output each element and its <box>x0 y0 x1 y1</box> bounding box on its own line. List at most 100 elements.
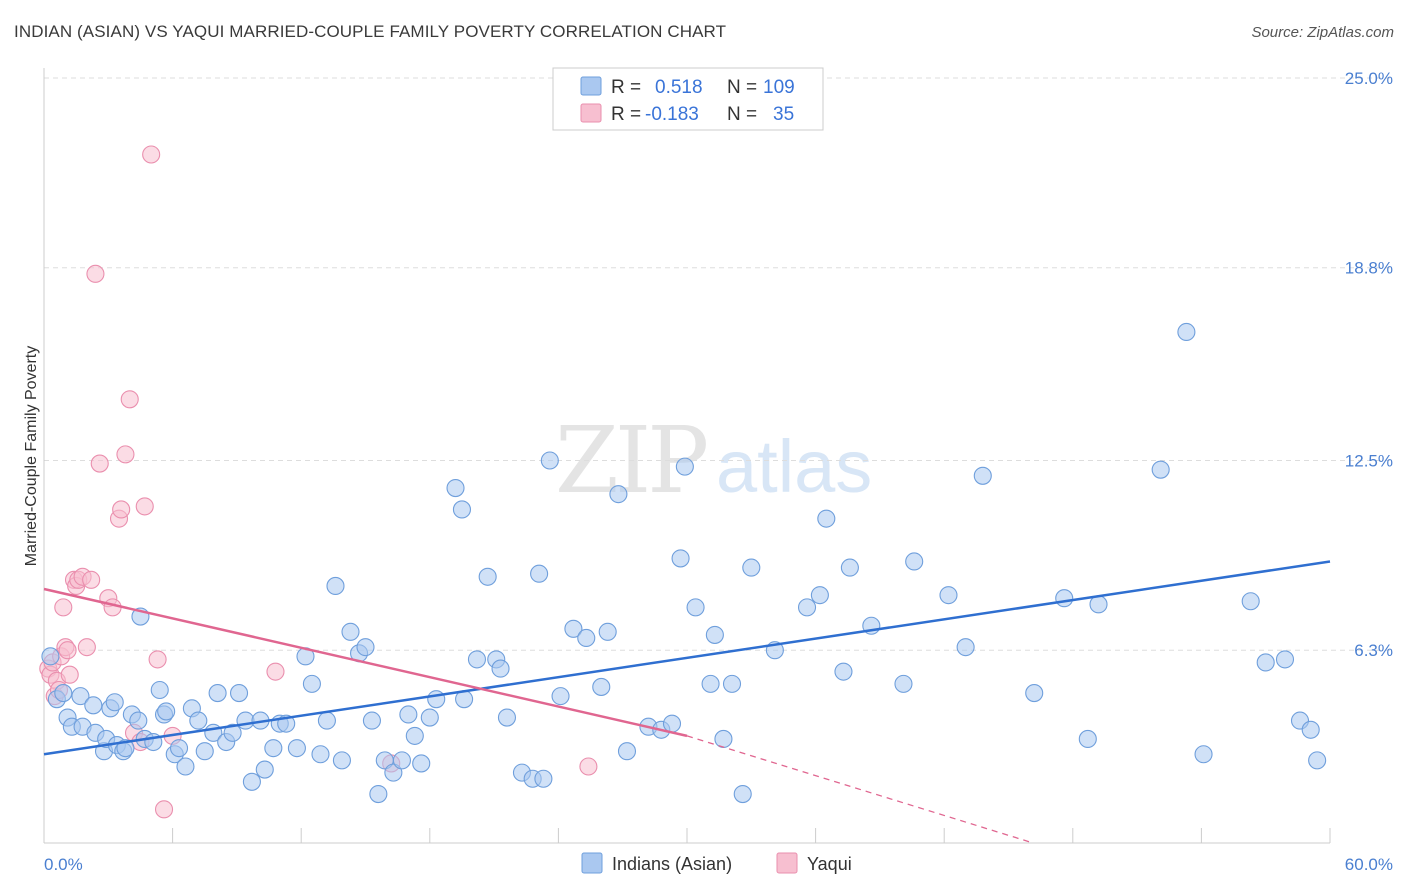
yaqui-point-16 <box>82 570 101 589</box>
indian-asian-point-34 <box>229 684 249 703</box>
indian-asian-point-36 <box>242 772 261 791</box>
legend-r-value-pink: -0.183 <box>645 104 699 125</box>
indian-asian-point-95 <box>797 598 817 617</box>
gridlines <box>44 77 1393 651</box>
indian-asian-point-91 <box>722 674 742 693</box>
indian-asian-point-53 <box>369 784 388 804</box>
yaqui-point-22 <box>112 500 131 519</box>
legend-swatch-pink <box>580 103 602 123</box>
indian-asian-point-2 <box>54 684 73 703</box>
indian-asian-point-75 <box>551 687 570 706</box>
indian-asian-point-73 <box>534 769 553 788</box>
yaqui-point-28 <box>142 145 161 164</box>
stats-legend: R = 0.518 N = 109 R = -0.183 N = 35 <box>552 67 824 131</box>
yaqui-point-10 <box>60 665 79 684</box>
indian-asian-point-103 <box>939 586 958 605</box>
indian-asian-point-97 <box>817 509 836 528</box>
indian-asian-point-107 <box>1055 589 1074 608</box>
yaqui-trend-extension <box>686 735 1034 844</box>
indian-asian-point-25 <box>169 739 189 758</box>
indian-asian-point-113 <box>1241 592 1260 611</box>
indian-asian-point-0 <box>41 647 60 666</box>
legend-swatch-blue <box>580 76 602 96</box>
indian-asian-point-78 <box>592 677 611 696</box>
indian-asian-point-86 <box>675 457 694 476</box>
yaqui-trend-line <box>43 587 688 738</box>
indian-asian-point-28 <box>189 711 208 730</box>
svg-text:atlas: atlas <box>716 425 872 508</box>
y-axis-label: Married-Couple Family Poverty <box>23 346 40 567</box>
indian-asian-point-118 <box>1308 751 1327 770</box>
yaqui-point-9 <box>58 641 77 660</box>
indian-asian-point-114 <box>1256 653 1275 672</box>
indian-asian-point-76 <box>564 619 583 638</box>
x-tick-label-max: 60.0% <box>1345 855 1393 874</box>
indian-asian-point-61 <box>427 690 446 709</box>
indian-asian-point-45 <box>311 745 330 764</box>
indian-asian-point-56 <box>392 751 411 770</box>
bottom-legend-label-pink: Yaqui <box>807 854 852 874</box>
bottom-legend-swatch-blue <box>581 852 603 874</box>
series-legend: Indians (Asian) Yaqui <box>581 852 852 874</box>
indian-asian-point-42 <box>287 739 306 758</box>
indian-asian-point-29 <box>195 742 214 761</box>
indian-asian-point-98 <box>834 662 853 681</box>
indian-asian-point-17 <box>129 711 148 730</box>
indian-asian-point-59 <box>412 754 431 773</box>
indian-asian-point-39 <box>264 739 283 758</box>
y-tick-label-2: 18.8% <box>1345 259 1393 278</box>
indian-asian-point-60 <box>420 708 439 727</box>
yaqui-point-32 <box>266 662 285 681</box>
indian-asian-point-49 <box>341 622 360 641</box>
indian-asian-point-111 <box>1177 322 1196 342</box>
indian-asian-point-47 <box>326 576 345 596</box>
x-tick-label-min: 0.0% <box>44 855 83 874</box>
indian-asian-point-23 <box>157 702 176 721</box>
indian-asian-point-33 <box>223 723 242 742</box>
indian-asian-point-7 <box>84 696 103 715</box>
indian-asian-point-26 <box>176 757 195 776</box>
y-tick-label-0: 6.3% <box>1354 641 1393 660</box>
indian-asian-points <box>41 322 1327 804</box>
indian-asian-point-92 <box>733 784 752 804</box>
yaqui-point-20 <box>103 598 122 617</box>
indian-asian-point-65 <box>467 650 487 669</box>
indian-asian-point-89 <box>705 625 724 644</box>
indian-asian-point-110 <box>1151 460 1170 479</box>
indian-asian-point-12 <box>105 693 124 712</box>
indian-asian-point-105 <box>973 466 992 485</box>
legend-n-value-blue: 109 <box>763 77 795 98</box>
indian-asian-point-72 <box>530 564 549 583</box>
indian-asian-point-44 <box>302 674 321 693</box>
indian-asian-point-58 <box>405 726 424 745</box>
yaqui-point-23 <box>116 445 135 464</box>
yaqui-point-27 <box>135 497 154 516</box>
legend-r-label-pink: R = <box>611 104 641 125</box>
indian-asian-point-55 <box>384 763 403 782</box>
source-label: Source: ZipAtlas.com <box>1251 24 1394 41</box>
indian-asian-point-115 <box>1275 650 1295 669</box>
indian-asian-point-96 <box>810 586 829 605</box>
indian-asian-point-77 <box>577 628 596 648</box>
indian-asian-point-87 <box>686 598 705 617</box>
indian-asian-point-117 <box>1301 720 1320 739</box>
indian-asian-point-106 <box>1025 684 1044 703</box>
yaqui-point-29 <box>148 650 167 669</box>
indian-asian-point-66 <box>478 567 497 586</box>
indian-asian-point-51 <box>356 638 375 657</box>
trend-lines <box>43 560 1331 844</box>
y-tick-label-3: 25.0% <box>1345 69 1393 88</box>
watermark: ZIP atlas <box>555 407 872 514</box>
legend-n-label-pink: N = <box>727 104 757 125</box>
indian-asian-point-108 <box>1078 729 1097 749</box>
indian-asian-point-21 <box>150 680 169 700</box>
y-tick-labels: 6.3% 12.5% 18.8% 25.0% <box>1345 69 1393 660</box>
legend-n-value-pink: 35 <box>773 104 794 125</box>
legend-r-label-blue: R = <box>611 77 641 98</box>
yaqui-point-17 <box>86 264 105 283</box>
yaqui-point-7 <box>54 598 73 617</box>
bottom-legend-swatch-pink <box>776 852 798 874</box>
indian-asian-point-88 <box>701 674 720 693</box>
yaqui-point-18 <box>90 454 109 473</box>
indian-asian-point-57 <box>399 705 418 724</box>
